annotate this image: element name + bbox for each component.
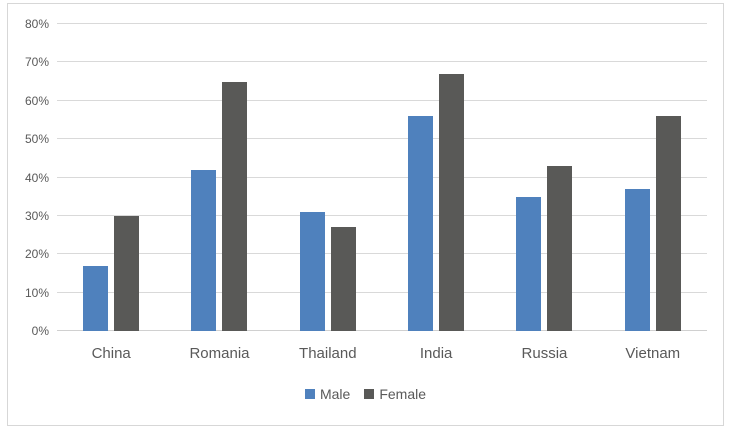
category-group-thailand <box>274 24 382 331</box>
legend: Male Female <box>8 385 723 403</box>
y-tick-label-80-: 80% <box>24 17 49 31</box>
legend-label-male: Male <box>319 386 351 402</box>
gridline-50 <box>57 138 707 140</box>
y-axis: 0% 10% 20% 30% 40% 50% 60% 70% 80% <box>8 17 49 338</box>
gridline-20 <box>57 253 707 255</box>
y-tick-label-60-: 60% <box>24 93 49 108</box>
bar-male-india <box>408 116 434 331</box>
x-axis-line <box>57 330 707 331</box>
y-tick-label-0-: 0% <box>31 324 49 338</box>
y-tick-label-10-: 10% <box>24 285 49 300</box>
bar-male-china <box>83 265 109 331</box>
gridline-30 <box>57 214 707 216</box>
bar-female-romania <box>222 81 248 331</box>
bar-male-thailand <box>299 212 325 331</box>
y-tick-label-70-: 70% <box>24 55 49 70</box>
bars-layer <box>57 24 707 331</box>
category-label-thailand: Thailand <box>299 345 357 362</box>
gridline-10 <box>57 291 707 293</box>
y-tick-label-20-: 20% <box>24 247 49 262</box>
gridline-40 <box>57 176 707 178</box>
bar-male-russia <box>516 196 542 331</box>
legend-item-female: Female <box>364 386 426 402</box>
legend-label-female: Female <box>379 386 427 402</box>
legend-item-male: Male <box>304 386 351 402</box>
category-group-romania <box>165 24 273 331</box>
bar-female-thailand <box>330 227 356 331</box>
legend-swatch-female-icon <box>364 389 375 399</box>
gridline-60 <box>57 99 707 101</box>
category-label-india: India <box>419 345 453 362</box>
bar-female-india <box>439 73 465 331</box>
chart-frame: 0% 10% 20% 30% 40% 50% 60% 70% 80% China Romania T… <box>7 3 724 426</box>
bar-male-vietnam <box>624 189 650 331</box>
bar-female-vietnam <box>655 116 681 331</box>
category-group-vietnam <box>599 24 707 331</box>
category-label-vietnam: Vietnam <box>625 345 681 362</box>
y-tick-label-50-: 50% <box>24 132 49 147</box>
category-label-romania: Romania <box>189 345 250 362</box>
plot-area <box>57 23 707 331</box>
gridline-70 <box>57 61 707 63</box>
x-axis-labels: China Romania Thailand India Russia Vietnam <box>57 344 707 364</box>
category-label-china: China <box>91 345 131 362</box>
category-group-russia <box>490 24 598 331</box>
category-group-china <box>57 24 165 331</box>
bar-female-russia <box>547 166 573 331</box>
category-group-india <box>382 24 490 331</box>
category-label-russia: Russia <box>521 345 568 362</box>
bar-female-china <box>114 215 140 331</box>
legend-swatch-male-icon <box>304 389 315 399</box>
bar-male-romania <box>191 169 217 331</box>
y-tick-label-40-: 40% <box>24 170 49 185</box>
gridline-80 <box>57 23 707 24</box>
y-tick-label-30-: 30% <box>24 208 49 223</box>
